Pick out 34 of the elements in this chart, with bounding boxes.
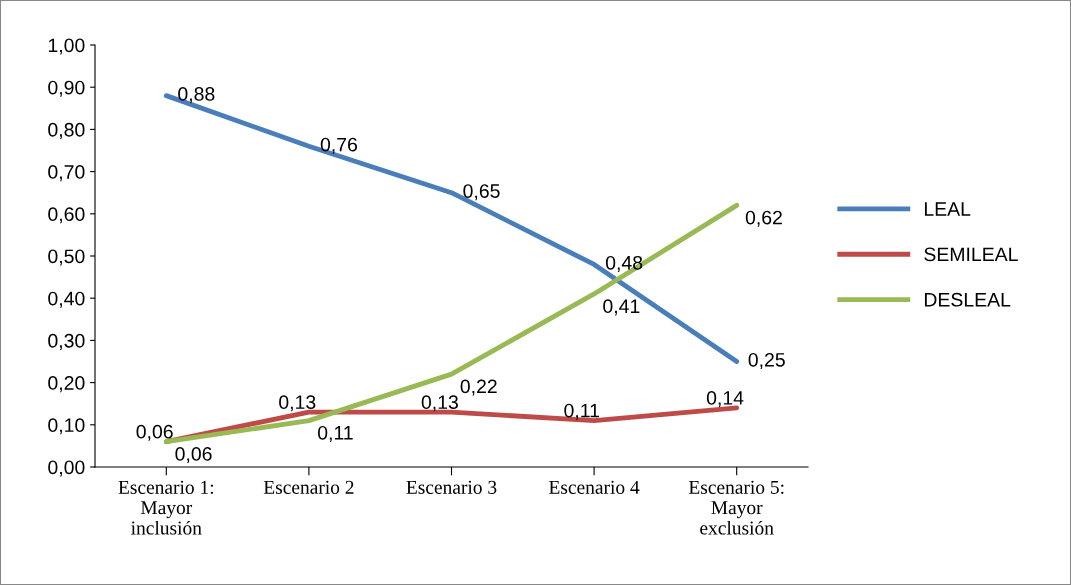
legend-label: SEMILEAL [924, 247, 1018, 262]
y-tick-label: 0,80 [48, 122, 85, 139]
data-label: 0,76 [320, 137, 357, 154]
y-tick-label: 0,10 [48, 418, 85, 435]
x-tick-label: Escenario 2 [263, 480, 354, 494]
data-label: 0,65 [463, 184, 500, 201]
data-label: 0,88 [178, 87, 215, 104]
legend-label: DESLEAL [924, 292, 1011, 307]
data-label: 0,06 [175, 447, 212, 464]
y-tick-label: 0,30 [48, 333, 85, 350]
data-label: 0,13 [421, 395, 458, 412]
y-tick-label: 1,00 [48, 38, 85, 55]
data-label: 0,62 [745, 210, 782, 227]
data-label: 0,11 [564, 403, 600, 420]
x-tick-label: Escenario 5: Mayor exclusión [688, 480, 784, 535]
data-label: 0,22 [460, 379, 497, 396]
y-tick-label: 0,60 [48, 207, 85, 224]
y-tick-label: 0,50 [48, 249, 85, 266]
x-tick-label: Escenario 1: Mayor inclusión [118, 480, 214, 535]
y-tick-label: 0,00 [48, 460, 85, 477]
data-label: 0,06 [136, 424, 173, 441]
data-label: 0,14 [706, 391, 744, 408]
data-label: 0,11 [317, 425, 353, 442]
y-tick-label: 0,90 [48, 80, 85, 97]
legend-label: LEAL [924, 202, 971, 216]
y-tick-label: 0,40 [48, 291, 85, 308]
x-tick-label: Escenario 4 [549, 480, 640, 494]
data-label: 0,25 [748, 352, 785, 370]
y-tick-label: 0,20 [48, 376, 85, 393]
y-tick-label: 0,70 [48, 165, 85, 182]
data-label: 0,41 [603, 299, 640, 316]
x-tick-label: Escenario 3 [406, 480, 497, 494]
data-label: 0,48 [605, 255, 643, 272]
data-label: 0,13 [279, 395, 316, 412]
